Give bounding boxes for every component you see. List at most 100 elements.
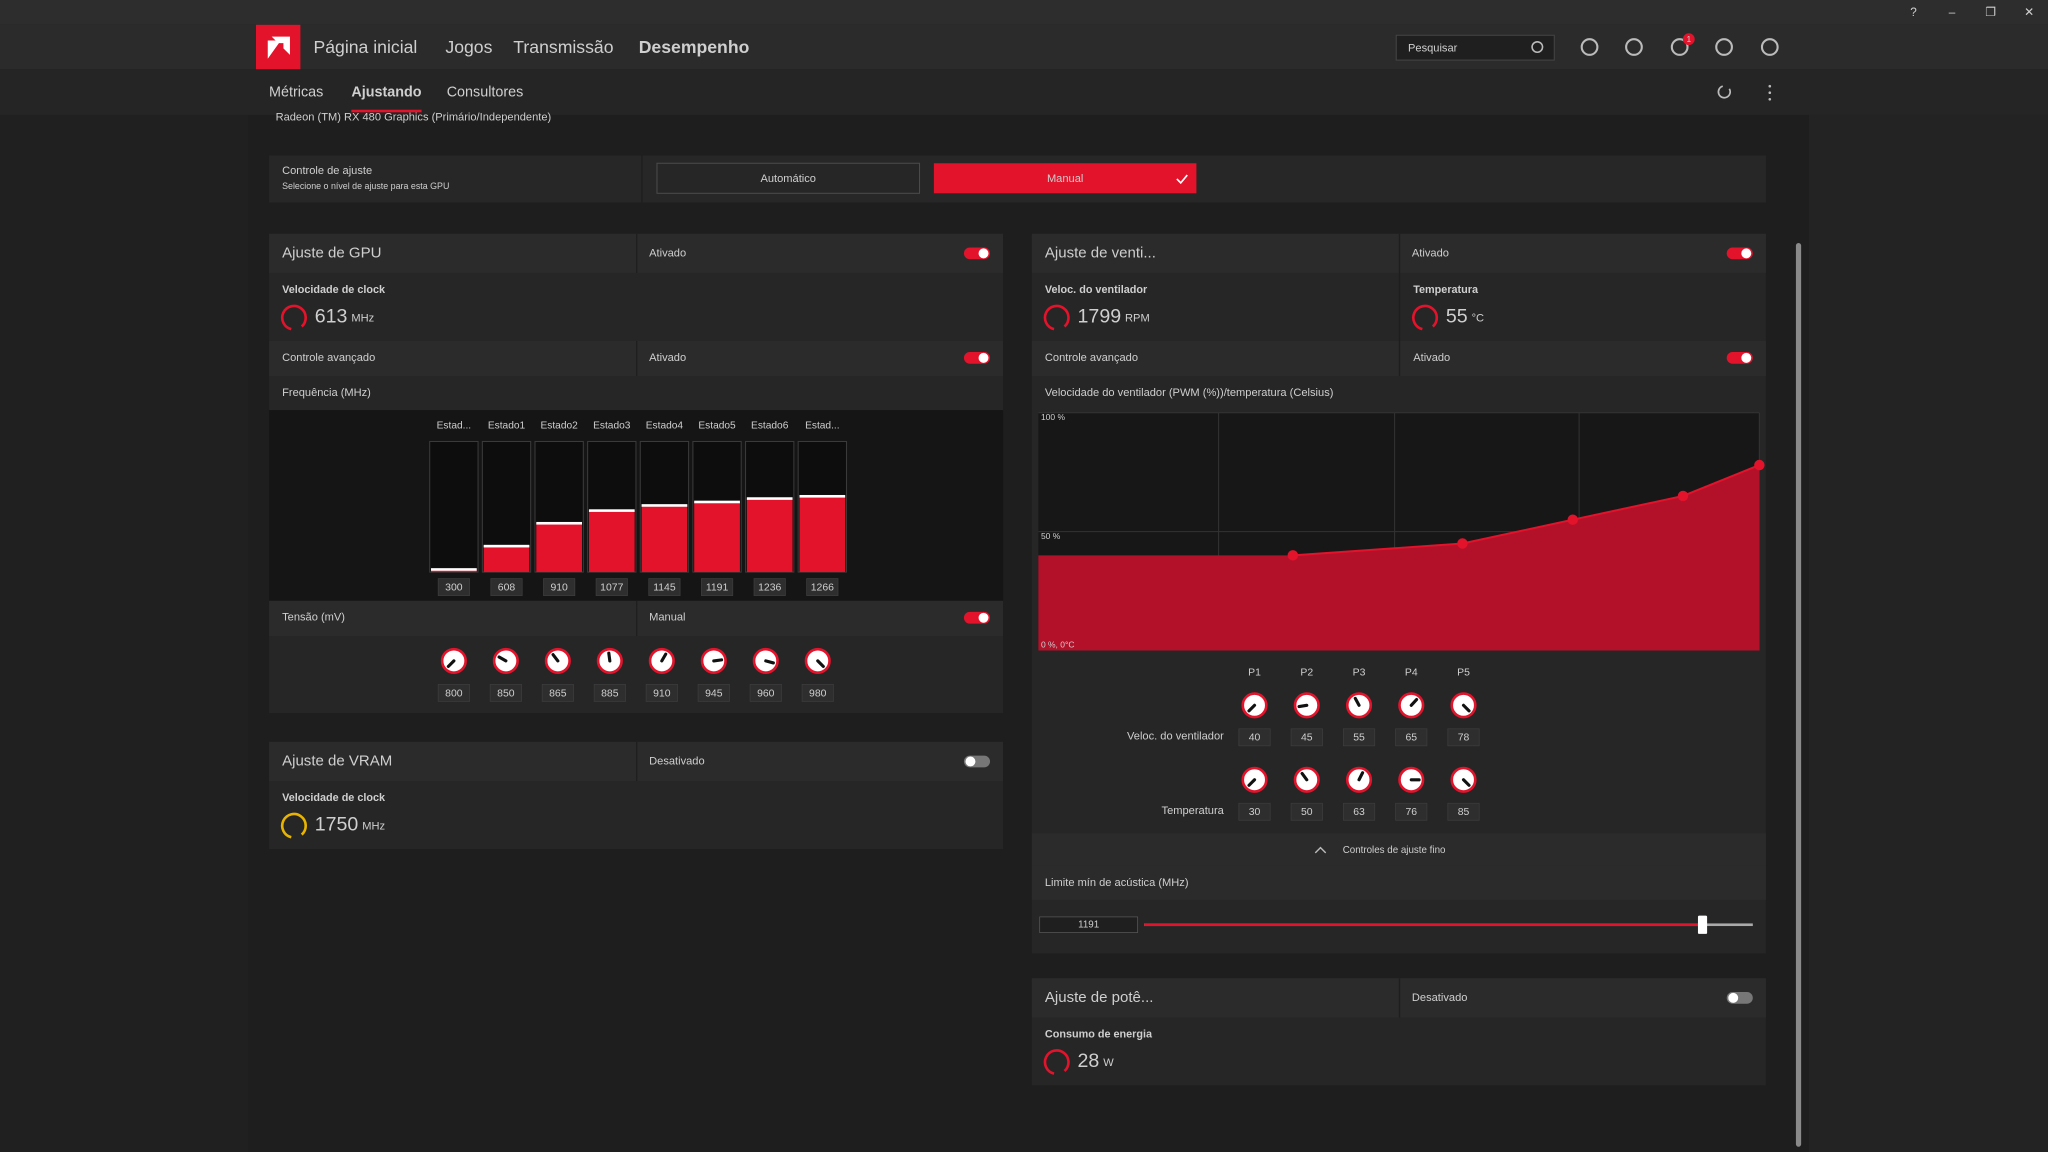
subnav-tab[interactable]: Ajustando: [351, 85, 421, 101]
knob-indicator: [497, 655, 508, 663]
value-box[interactable]: [437, 578, 470, 596]
value-box[interactable]: [489, 684, 522, 702]
value-box-text: 1191: [706, 583, 729, 594]
header-icon[interactable]: [1670, 38, 1689, 56]
knob-indicator: [1247, 703, 1257, 713]
subnav-underline: [351, 109, 422, 113]
gauge-ring: [280, 812, 307, 839]
value-box-text: 865: [549, 688, 567, 699]
value-box[interactable]: [1342, 728, 1376, 747]
slider-thumb[interactable]: [1697, 915, 1708, 934]
toggle-knob: [978, 612, 989, 623]
divider: [636, 340, 638, 377]
header-icon[interactable]: [1580, 38, 1599, 56]
panel-status: Desativado: [1412, 992, 1468, 1004]
option-button[interactable]: [656, 162, 921, 194]
value-box[interactable]: [1342, 802, 1376, 821]
curve-point[interactable]: [1677, 490, 1689, 502]
row-label: Frequência (MHz): [282, 387, 371, 399]
subnav-tab[interactable]: Consultores: [447, 85, 524, 101]
state-label: Estado5: [698, 420, 736, 431]
value-box[interactable]: [1395, 728, 1428, 747]
curve-point[interactable]: [1457, 538, 1468, 549]
row-label: Temperatura: [1162, 805, 1225, 817]
value-box-text: 1077: [600, 583, 623, 594]
reset-icon[interactable]: [1717, 85, 1731, 99]
state-label: Estad...: [805, 420, 840, 431]
value-box[interactable]: [490, 578, 523, 596]
chevron-up[interactable]: [1314, 846, 1327, 854]
menu-dot[interactable]: [1768, 97, 1772, 101]
value-box[interactable]: [437, 684, 470, 702]
bar-cap: [483, 544, 530, 548]
window-control[interactable]: ✕: [2024, 6, 2034, 19]
window-control[interactable]: –: [1949, 6, 1956, 19]
menu-dot[interactable]: [1768, 84, 1772, 88]
window-control[interactable]: ❐: [1985, 6, 1996, 19]
value-box[interactable]: [595, 578, 628, 596]
nav-tab[interactable]: Transmissão: [513, 37, 613, 57]
value-box[interactable]: [697, 684, 730, 702]
bar-cap: [641, 504, 688, 507]
window-control[interactable]: ?: [1910, 6, 1917, 19]
value-box[interactable]: [593, 684, 626, 702]
tuning-control-sublabel: Selecione o nível de ajuste para esta GP…: [282, 181, 449, 191]
curve-point[interactable]: [1567, 514, 1578, 525]
nav-tab[interactable]: Jogos: [445, 37, 492, 57]
metric-value: 1799: [1078, 306, 1122, 328]
value-box[interactable]: [1447, 802, 1480, 821]
subnav-tab[interactable]: Métricas: [269, 85, 323, 101]
divider: [1398, 978, 1401, 1018]
amd-logo[interactable]: [256, 24, 301, 70]
curve-point[interactable]: [1287, 550, 1299, 561]
divider: [636, 233, 638, 273]
row-label: Veloc. do ventilador: [1127, 731, 1224, 743]
knob-indicator: [1353, 696, 1361, 707]
value-box-text: 1145: [653, 583, 676, 594]
value-box[interactable]: [1290, 802, 1323, 821]
value-box[interactable]: [648, 578, 681, 596]
gauge-ring: [1043, 1049, 1070, 1075]
point-label: P2: [1300, 667, 1313, 678]
search-placeholder: Pesquisar: [1408, 42, 1458, 54]
value-box[interactable]: [1395, 802, 1428, 821]
panel-status: Ativado: [1412, 247, 1449, 259]
value-box-text: 45: [1301, 733, 1313, 744]
curve-point[interactable]: [1754, 459, 1765, 471]
value-box[interactable]: [1447, 728, 1480, 747]
value-box-text: 76: [1405, 807, 1417, 818]
value-box[interactable]: [543, 578, 576, 596]
value-box[interactable]: [1238, 802, 1271, 821]
value-box-text: 885: [601, 688, 619, 699]
frequency-bar: [694, 501, 740, 573]
option-button[interactable]: [933, 163, 1197, 194]
scrollbar[interactable]: [1795, 242, 1802, 1147]
row: [1031, 865, 1766, 900]
knob-indicator: [1461, 778, 1471, 787]
header-icon[interactable]: [1715, 38, 1733, 56]
toggle-knob: [978, 352, 989, 363]
value-box[interactable]: [645, 684, 678, 702]
value-box-text: 30: [1249, 807, 1261, 818]
header-icon[interactable]: [1760, 38, 1779, 56]
nav-tab[interactable]: Página inicial: [313, 37, 417, 57]
value-box[interactable]: [806, 578, 839, 596]
menu-dot[interactable]: [1768, 91, 1772, 95]
state-slot[interactable]: [429, 440, 479, 573]
nav-tab[interactable]: Desempenho: [639, 37, 750, 57]
value-box[interactable]: [1238, 728, 1271, 747]
panel-title: Ajuste de potê...: [1045, 989, 1154, 1006]
value-box[interactable]: [749, 684, 782, 702]
slider-input[interactable]: [1039, 916, 1139, 933]
fine-tune-link[interactable]: Controles de ajuste fino: [1343, 845, 1446, 856]
value-box[interactable]: [801, 684, 834, 702]
value-box[interactable]: [753, 578, 786, 596]
bar-cap: [799, 494, 846, 498]
state-label: Estado3: [593, 420, 631, 431]
search-box[interactable]: [1395, 34, 1555, 61]
value-box[interactable]: [700, 578, 734, 596]
value-box[interactable]: [1290, 728, 1323, 747]
bar-cap: [588, 509, 635, 512]
value-box[interactable]: [541, 684, 574, 702]
header-icon[interactable]: [1625, 38, 1643, 56]
